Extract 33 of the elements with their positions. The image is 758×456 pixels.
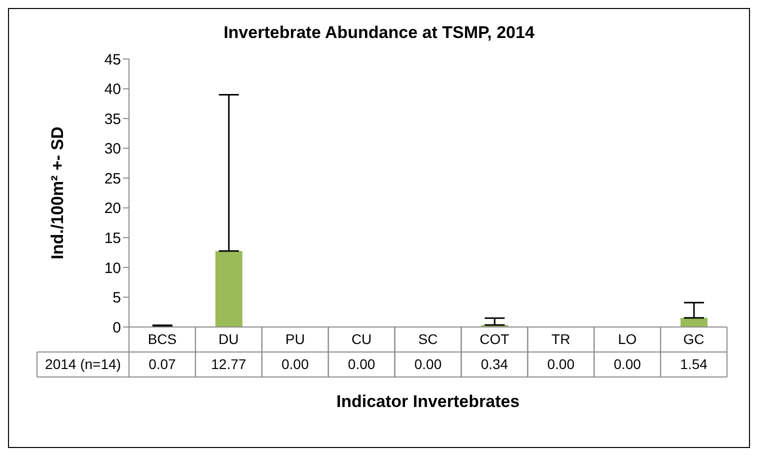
y-tick-label: 10 (104, 260, 121, 277)
text: 2014 (n=14) (45, 356, 121, 372)
data-label: 0.00 (547, 356, 575, 372)
x-tick-label: CU (351, 331, 372, 347)
data-label: 0.34 (480, 356, 508, 372)
y-tick-label: 30 (104, 140, 121, 158)
data-label: 0.00 (614, 356, 642, 372)
y-tick-label: 40 (104, 81, 121, 98)
data-label: 0.07 (148, 356, 176, 372)
x-tick-label: BCS (148, 331, 177, 347)
data-label: 1.54 (680, 356, 708, 372)
y-tick-label: 15 (104, 230, 121, 247)
y-axis-title: Ind./100m² +- SD (48, 126, 68, 260)
x-tick-label: TR (552, 331, 570, 347)
x-tick-label: COT (480, 331, 510, 347)
x-tick-label: GC (683, 331, 704, 347)
data-label: 0.00 (414, 356, 442, 372)
x-tick-label: PU (285, 331, 305, 347)
y-tick-label: 45 (104, 51, 121, 68)
y-tick-label: 20 (104, 200, 121, 218)
data-label: 0.00 (348, 356, 376, 372)
y-tick-label: 25 (104, 170, 121, 188)
chart-title: Invertebrate Abundance at TSMP, 2014 (222, 23, 536, 43)
y-tick-label: 0 (112, 319, 121, 336)
x-tick-label: SC (418, 331, 438, 347)
data-label: 0.00 (281, 356, 309, 372)
x-axis-title: Indicator Invertebrates (336, 392, 520, 411)
data-label: 12.77 (211, 356, 246, 372)
bar (215, 250, 242, 327)
y-tick-label: 5 (112, 290, 121, 307)
x-tick-label: DU (218, 331, 239, 347)
y-tick-label: 35 (104, 110, 121, 128)
x-tick-label: LO (618, 331, 637, 347)
